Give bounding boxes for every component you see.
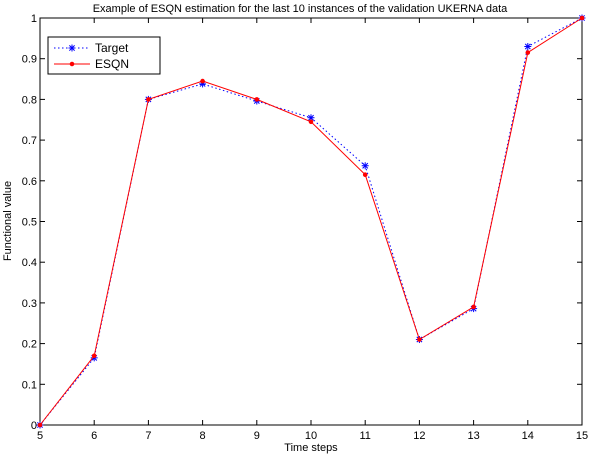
x-tick-label: 13: [467, 430, 479, 442]
x-tick-label: 7: [145, 430, 151, 442]
legend-marker-esqn: [69, 61, 75, 67]
y-tick-label: 0.9: [22, 54, 37, 66]
x-tick-label: 12: [413, 430, 425, 442]
chart-title: Example of ESQN estimation for the last …: [93, 3, 508, 15]
x-tick-label: 11: [359, 430, 370, 442]
data-point-esqn: [525, 50, 531, 55]
data-point-esqn: [200, 78, 205, 84]
data-point-esqn: [362, 172, 368, 177]
y-tick-label: 0.3: [22, 298, 37, 310]
y-tick-label: 0.6: [22, 176, 37, 188]
data-point-esqn: [254, 97, 260, 102]
x-tick-label: 10: [305, 430, 317, 442]
legend-marker-target: [68, 44, 76, 52]
data-point-esqn: [91, 353, 97, 359]
y-tick-label: 0.8: [22, 94, 37, 106]
y-tick-label: 0.2: [22, 339, 37, 351]
data-point-esqn: [37, 422, 43, 428]
y-tick-label: 0.5: [22, 217, 37, 229]
data-point-target: [524, 42, 532, 50]
x-axis-label: Time steps: [284, 442, 338, 454]
x-tick-label: 6: [91, 430, 97, 442]
legend-label-target: Target: [95, 41, 129, 55]
x-axis-ticks: 5 6 7 8 9 10 11 12 13 14 15: [37, 18, 588, 442]
y-tick-label: 0.7: [22, 135, 37, 147]
data-point-esqn: [146, 97, 151, 102]
data-point-target: [361, 162, 369, 170]
legend-label-esqn: ESQN: [95, 57, 129, 71]
series-layer: [36, 14, 586, 429]
y-tick-label: 0: [31, 420, 37, 432]
legend: Target ESQN: [47, 36, 161, 75]
x-tick-label: 8: [200, 430, 206, 442]
x-tick-label: 15: [576, 430, 588, 442]
y-axis-ticks: 0 0.1 0.2 0.3 0.4 0.5 0.6 0.7 0.8 0.9 1: [22, 13, 582, 432]
x-tick-label: 9: [254, 430, 260, 442]
y-tick-label: 0.1: [22, 379, 37, 391]
y-tick-label: 0.4: [22, 257, 37, 269]
y-axis-label: Functional value: [2, 181, 14, 261]
legend-box: [47, 36, 161, 75]
data-point-esqn: [579, 15, 585, 21]
data-point-esqn: [308, 119, 314, 125]
y-tick-label: 1: [31, 13, 37, 25]
x-tick-label: 14: [522, 430, 534, 442]
x-tick-label: 5: [37, 430, 43, 442]
data-point-esqn: [417, 337, 422, 342]
data-point-esqn: [471, 304, 476, 310]
plot-area: [39, 17, 583, 426]
